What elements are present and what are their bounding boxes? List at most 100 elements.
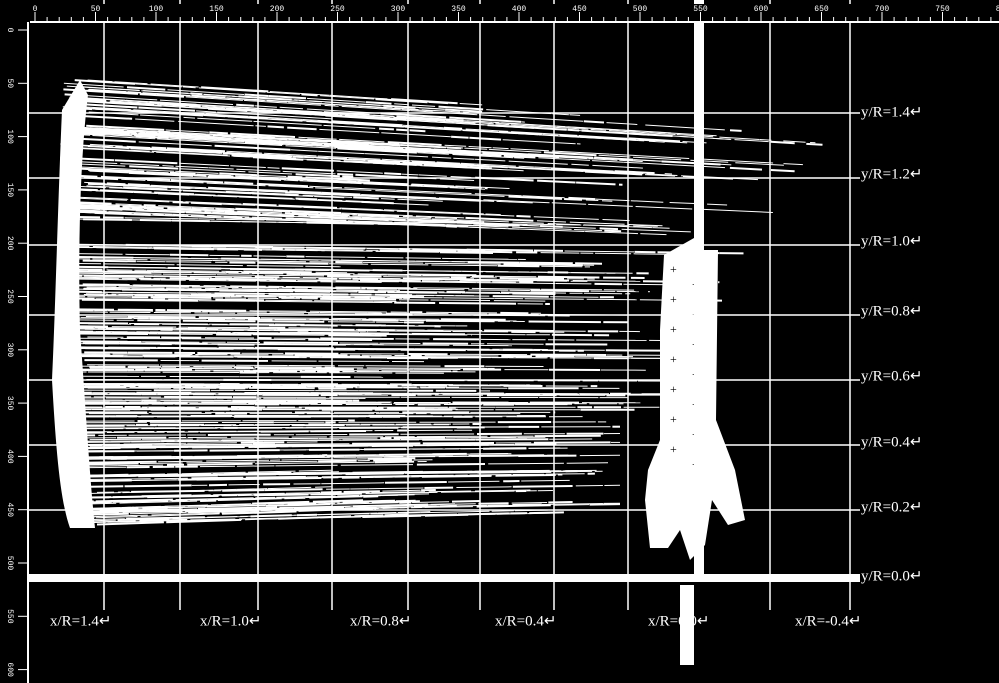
- streak: [173, 330, 244, 331]
- streak: [219, 291, 293, 292]
- streak: [154, 475, 212, 476]
- streak: [363, 262, 423, 263]
- streak: [442, 258, 479, 259]
- streak: [320, 213, 333, 214]
- streak: [392, 472, 450, 473]
- streak: [541, 253, 580, 254]
- streak: [251, 515, 292, 516]
- grid-h-thick: [0, 574, 860, 582]
- streak: [264, 489, 322, 490]
- streak: [84, 276, 144, 277]
- streak: [341, 465, 413, 466]
- streak: [194, 456, 245, 457]
- y-label: y/R=1.2↵: [861, 166, 922, 182]
- streak: [104, 274, 162, 275]
- streak: [71, 318, 132, 319]
- streak: [82, 462, 157, 463]
- streak: [258, 321, 325, 322]
- streak: [439, 303, 516, 304]
- streak: [403, 271, 454, 272]
- streak: [410, 130, 426, 131]
- streak: [288, 504, 317, 505]
- left-ruler-label: 550: [5, 609, 14, 624]
- streak: [261, 318, 329, 319]
- streak: [384, 173, 401, 174]
- streak: [344, 491, 380, 492]
- streak: [372, 501, 420, 502]
- streak: [194, 176, 207, 177]
- streak: [191, 478, 243, 479]
- streak: [187, 443, 237, 444]
- streak: [448, 481, 499, 482]
- streak: [153, 457, 215, 458]
- streak: [458, 513, 510, 514]
- x-label: x/R=0.8↵: [350, 613, 411, 629]
- streak: [730, 130, 742, 131]
- streak: [113, 496, 153, 497]
- streak: [512, 503, 547, 504]
- streak: [151, 297, 212, 298]
- streak: [121, 508, 144, 509]
- left-ruler-label: 200: [5, 236, 14, 251]
- streak: [600, 228, 618, 229]
- left-ruler-label: 500: [5, 556, 14, 571]
- left-ruler-label: 450: [5, 502, 14, 517]
- streak: [265, 300, 312, 301]
- streak: [541, 266, 582, 267]
- y-label: y/R=1.4↵: [861, 104, 922, 120]
- streak: [470, 475, 512, 476]
- streak: [429, 491, 471, 492]
- y-label: y/R=0.4↵: [861, 434, 922, 450]
- streak: [496, 475, 556, 476]
- streak: [327, 276, 382, 277]
- streak: [269, 294, 331, 295]
- streak: [387, 292, 437, 293]
- streak: [329, 264, 368, 265]
- streak: [210, 279, 278, 280]
- streak: [358, 195, 371, 196]
- streak: [163, 274, 216, 275]
- left-ruler-band: [0, 0, 28, 683]
- streak: [356, 330, 425, 331]
- streak: [583, 225, 630, 226]
- x-label: x/R=0.0↵: [648, 613, 709, 629]
- streak: [170, 255, 209, 256]
- streak: [150, 248, 199, 249]
- streak: [278, 289, 333, 290]
- streak: [167, 310, 246, 311]
- streak: [233, 277, 273, 278]
- streak: [327, 462, 375, 463]
- y-label: y/R=0.0↵: [861, 568, 922, 584]
- streak: [162, 166, 173, 167]
- streak: [284, 180, 298, 181]
- streak: [513, 486, 573, 487]
- streak: [236, 105, 254, 106]
- streak: [423, 276, 470, 277]
- streak: [452, 262, 492, 263]
- streak: [134, 319, 207, 320]
- streak: [209, 132, 228, 133]
- streak: [125, 254, 169, 255]
- streak: [498, 266, 540, 267]
- streak: [88, 481, 122, 482]
- streak: [367, 257, 403, 258]
- streak: [493, 296, 549, 297]
- streak: [452, 147, 463, 148]
- streak: [73, 334, 148, 335]
- streak: [407, 456, 468, 457]
- streak: [369, 319, 440, 320]
- left-ruler-label: 600: [5, 662, 14, 677]
- streak: [187, 464, 252, 465]
- streak: [241, 442, 284, 443]
- streak: [511, 224, 554, 225]
- streak: [178, 479, 239, 480]
- left-ruler-label: 400: [5, 449, 14, 464]
- streak: [315, 487, 331, 488]
- streak: [310, 311, 387, 312]
- streak: [217, 275, 264, 276]
- streak: [77, 272, 151, 273]
- x-label: x/R=1.4↵: [50, 613, 111, 629]
- streak: [232, 289, 277, 290]
- streak: [385, 455, 445, 456]
- streak: [342, 176, 353, 177]
